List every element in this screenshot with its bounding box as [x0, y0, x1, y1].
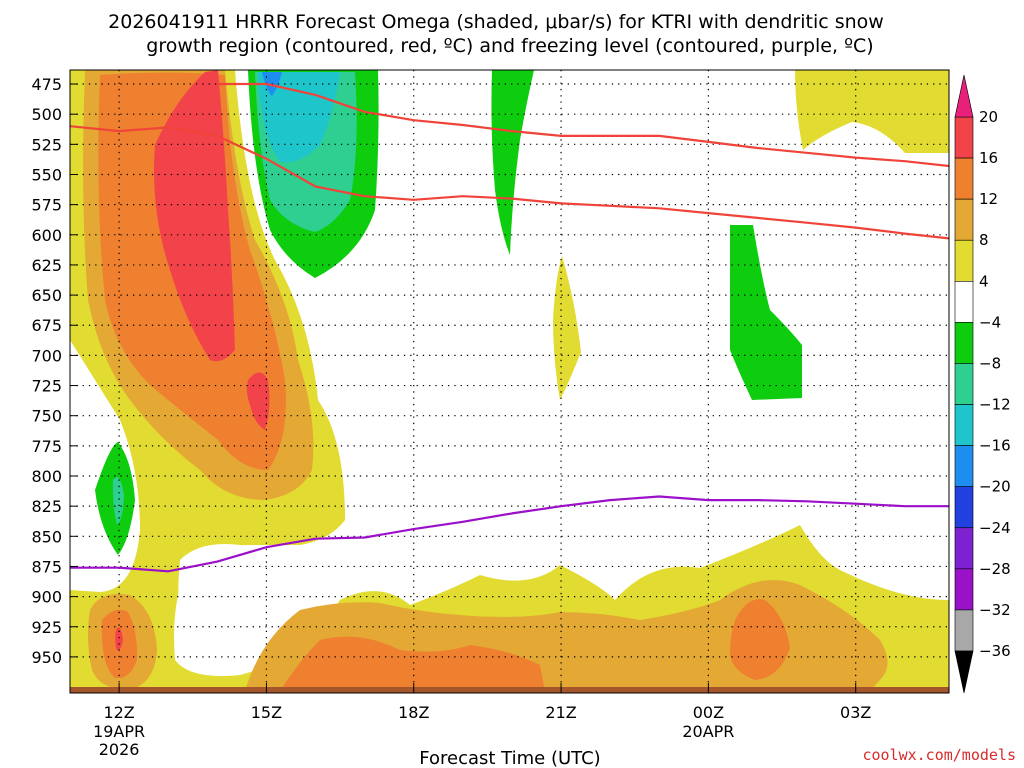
time-date-label: 20APR: [682, 722, 734, 741]
contour-lines: [70, 82, 949, 573]
pressure-tick-label: 475: [31, 75, 62, 94]
omega-region-neg16-neg12: [258, 72, 340, 163]
colorbar-band: [954, 445, 974, 487]
chart-title-line1: 2026041911 HRRR Forecast Omega (shaded, …: [108, 11, 884, 33]
pressure-tick-label: 625: [31, 256, 62, 275]
chart-title-line2: growth region (contoured, red, ºC) and f…: [146, 35, 873, 57]
omega-region-12-16: [280, 636, 545, 691]
omega-region-neutral: [178, 544, 285, 667]
colorbar-label: 16: [979, 149, 998, 167]
colorbar-label: 4: [979, 272, 989, 290]
pressure-tick-label: 525: [31, 135, 62, 154]
colorbar-band: [954, 609, 974, 652]
omega-region-4-8: [553, 256, 581, 400]
pressure-tick-label: 600: [31, 226, 62, 245]
time-date-label: 19APR: [93, 722, 145, 741]
pressure-tick-label: 875: [31, 557, 62, 576]
pressure-tick-label: 850: [31, 527, 62, 546]
colorbar-band: [954, 116, 974, 159]
time-tick-label: 00Z: [693, 703, 724, 722]
time-tick-label: 15Z: [251, 703, 282, 722]
pressure-tick-label: 725: [31, 377, 62, 396]
omega-region-12-16: [730, 599, 790, 680]
x-axis-label: Forecast Time (UTC): [419, 748, 600, 768]
colorbar-label: −8: [979, 354, 1001, 372]
colorbar-band: [954, 198, 974, 241]
colorbar-label: 20: [979, 108, 998, 126]
time-gridlines: [118, 70, 857, 691]
colorbar-label: 8: [979, 231, 989, 249]
colorbar-band: [954, 486, 974, 529]
time-tick-label: 12Z: [103, 703, 134, 722]
omega-region-neg12-neg8: [112, 477, 124, 525]
pressure-tick-label: 925: [31, 618, 62, 637]
colorbar-label: −32: [979, 601, 1011, 619]
pressure-tick-label: 550: [31, 165, 62, 184]
pressure-tick-label: 700: [31, 346, 62, 365]
pressure-tick-label: 750: [31, 407, 62, 426]
pressure-tick-label: 800: [31, 467, 62, 486]
omega-region-16-20: [246, 372, 270, 430]
ground-strip: [70, 687, 949, 693]
omega-region-16-20: [115, 627, 123, 651]
colorbar-label: 12: [979, 190, 998, 208]
pressure-tick-label: 900: [31, 588, 62, 607]
pressure-tick-label: 950: [31, 648, 62, 667]
colorbar-label: −16: [979, 437, 1011, 455]
colorbar-bottom-arrow: [954, 650, 974, 694]
time-tick-label: 03Z: [840, 703, 871, 722]
omega-region-4-8: [795, 70, 949, 153]
colorbar-label: −4: [979, 313, 1001, 331]
colorbar: 20 16 12 8 4 −4 −8 −12 −16 −20 −24 −28 −32 −36: [954, 74, 1011, 694]
colorbar-label: −12: [979, 396, 1011, 414]
colorbar-label: −20: [979, 478, 1011, 496]
omega-region-neg8-neg4: [491, 70, 534, 255]
pressure-tick-label: 575: [31, 196, 62, 215]
pressure-tick-label: 825: [31, 497, 62, 516]
colorbar-top-arrow: [954, 74, 974, 118]
omega-region-4-8: [70, 70, 949, 691]
colorbar-label: −36: [979, 642, 1011, 660]
omega-shading: [70, 70, 949, 691]
colorbar-label: −24: [979, 519, 1011, 537]
colorbar-band: [954, 363, 974, 405]
colorbar-band: [954, 281, 974, 323]
colorbar-band: [954, 239, 974, 282]
time-tick-label: 18Z: [398, 703, 429, 722]
colorbar-label: −28: [979, 560, 1011, 578]
dendritic-isotherm-line: [217, 82, 949, 168]
freezing-level-line: [70, 495, 949, 573]
credit-text: coolwx.com/models: [862, 746, 1016, 764]
omega-region-16-20: [154, 70, 235, 362]
colorbar-band: [954, 527, 974, 570]
dendritic-isotherm-line: [70, 125, 949, 240]
pressure-tick-label: 650: [31, 286, 62, 305]
colorbar-band: [954, 322, 974, 364]
plot-frame: [69, 69, 950, 694]
colorbar-band: [954, 568, 974, 611]
pressure-tick-label: 675: [31, 316, 62, 335]
pressure-axis: 475 500 525 550 575 600 625 650 675 700 725 750 775 8…: [31, 75, 78, 667]
colorbar-band: [954, 157, 974, 200]
pressure-tick-label: 775: [31, 437, 62, 456]
time-tick-label: 21Z: [545, 703, 576, 722]
pressure-tick-label: 500: [31, 105, 62, 124]
omega-region-neg8-neg4: [730, 225, 802, 400]
colorbar-band: [954, 404, 974, 446]
time-year-label: 2026: [99, 740, 140, 759]
